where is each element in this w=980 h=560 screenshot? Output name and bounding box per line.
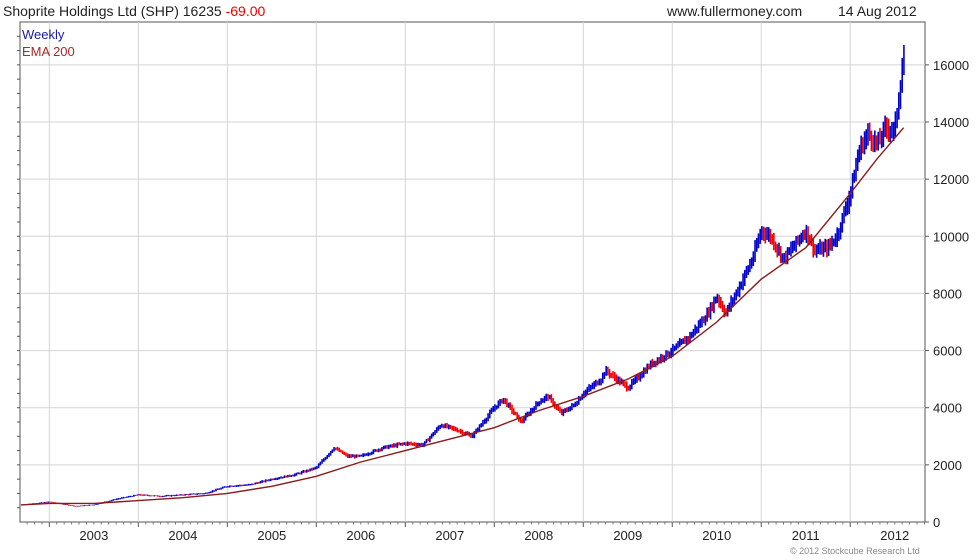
- legend-weekly: Weekly: [22, 27, 65, 42]
- ema-200-line: [20, 127, 905, 506]
- x-tick-label: 2006: [346, 528, 375, 543]
- header-date: 14 Aug 2012: [838, 3, 917, 19]
- y-tick-label: 2000: [933, 458, 962, 473]
- x-tick-label: 2004: [168, 528, 197, 543]
- x-tick-label: 2010: [702, 528, 731, 543]
- y-tick-label: 8000: [933, 286, 962, 301]
- y-tick-label: 4000: [933, 401, 962, 416]
- title-text: Shoprite Holdings Ltd (SHP) 16235: [3, 3, 222, 19]
- y-tick-label: 6000: [933, 344, 962, 359]
- x-tick-label: 2007: [435, 528, 464, 543]
- x-tick-label: 2003: [79, 528, 108, 543]
- y-tick-label: 0: [933, 515, 940, 530]
- data-marks: [20, 44, 905, 507]
- y-tick-label: 12000: [933, 172, 969, 187]
- axes: 0 2000 4000 6000 8000 10000 12000 14000 16000 200…: [17, 35, 969, 543]
- site-name: www.fullermoney.com: [666, 3, 802, 19]
- price-change: -69.00: [226, 3, 266, 19]
- grid: [20, 22, 925, 522]
- y-tick-label: 14000: [933, 115, 969, 130]
- x-tick-label: 2012: [880, 528, 909, 543]
- legend-ema: EMA 200: [22, 44, 75, 59]
- y-tick-label: 10000: [933, 229, 969, 244]
- x-tick-label: 2011: [792, 528, 820, 543]
- chart-title: Shoprite Holdings Ltd (SHP) 16235 -69.00: [3, 3, 265, 19]
- x-tick-label: 2009: [613, 528, 642, 543]
- x-tick-label: 2005: [257, 528, 286, 543]
- copyright: © 2012 Stockcube Research Ltd: [790, 546, 920, 556]
- x-tick-label: 2008: [524, 528, 553, 543]
- y-tick-label: 16000: [933, 58, 969, 73]
